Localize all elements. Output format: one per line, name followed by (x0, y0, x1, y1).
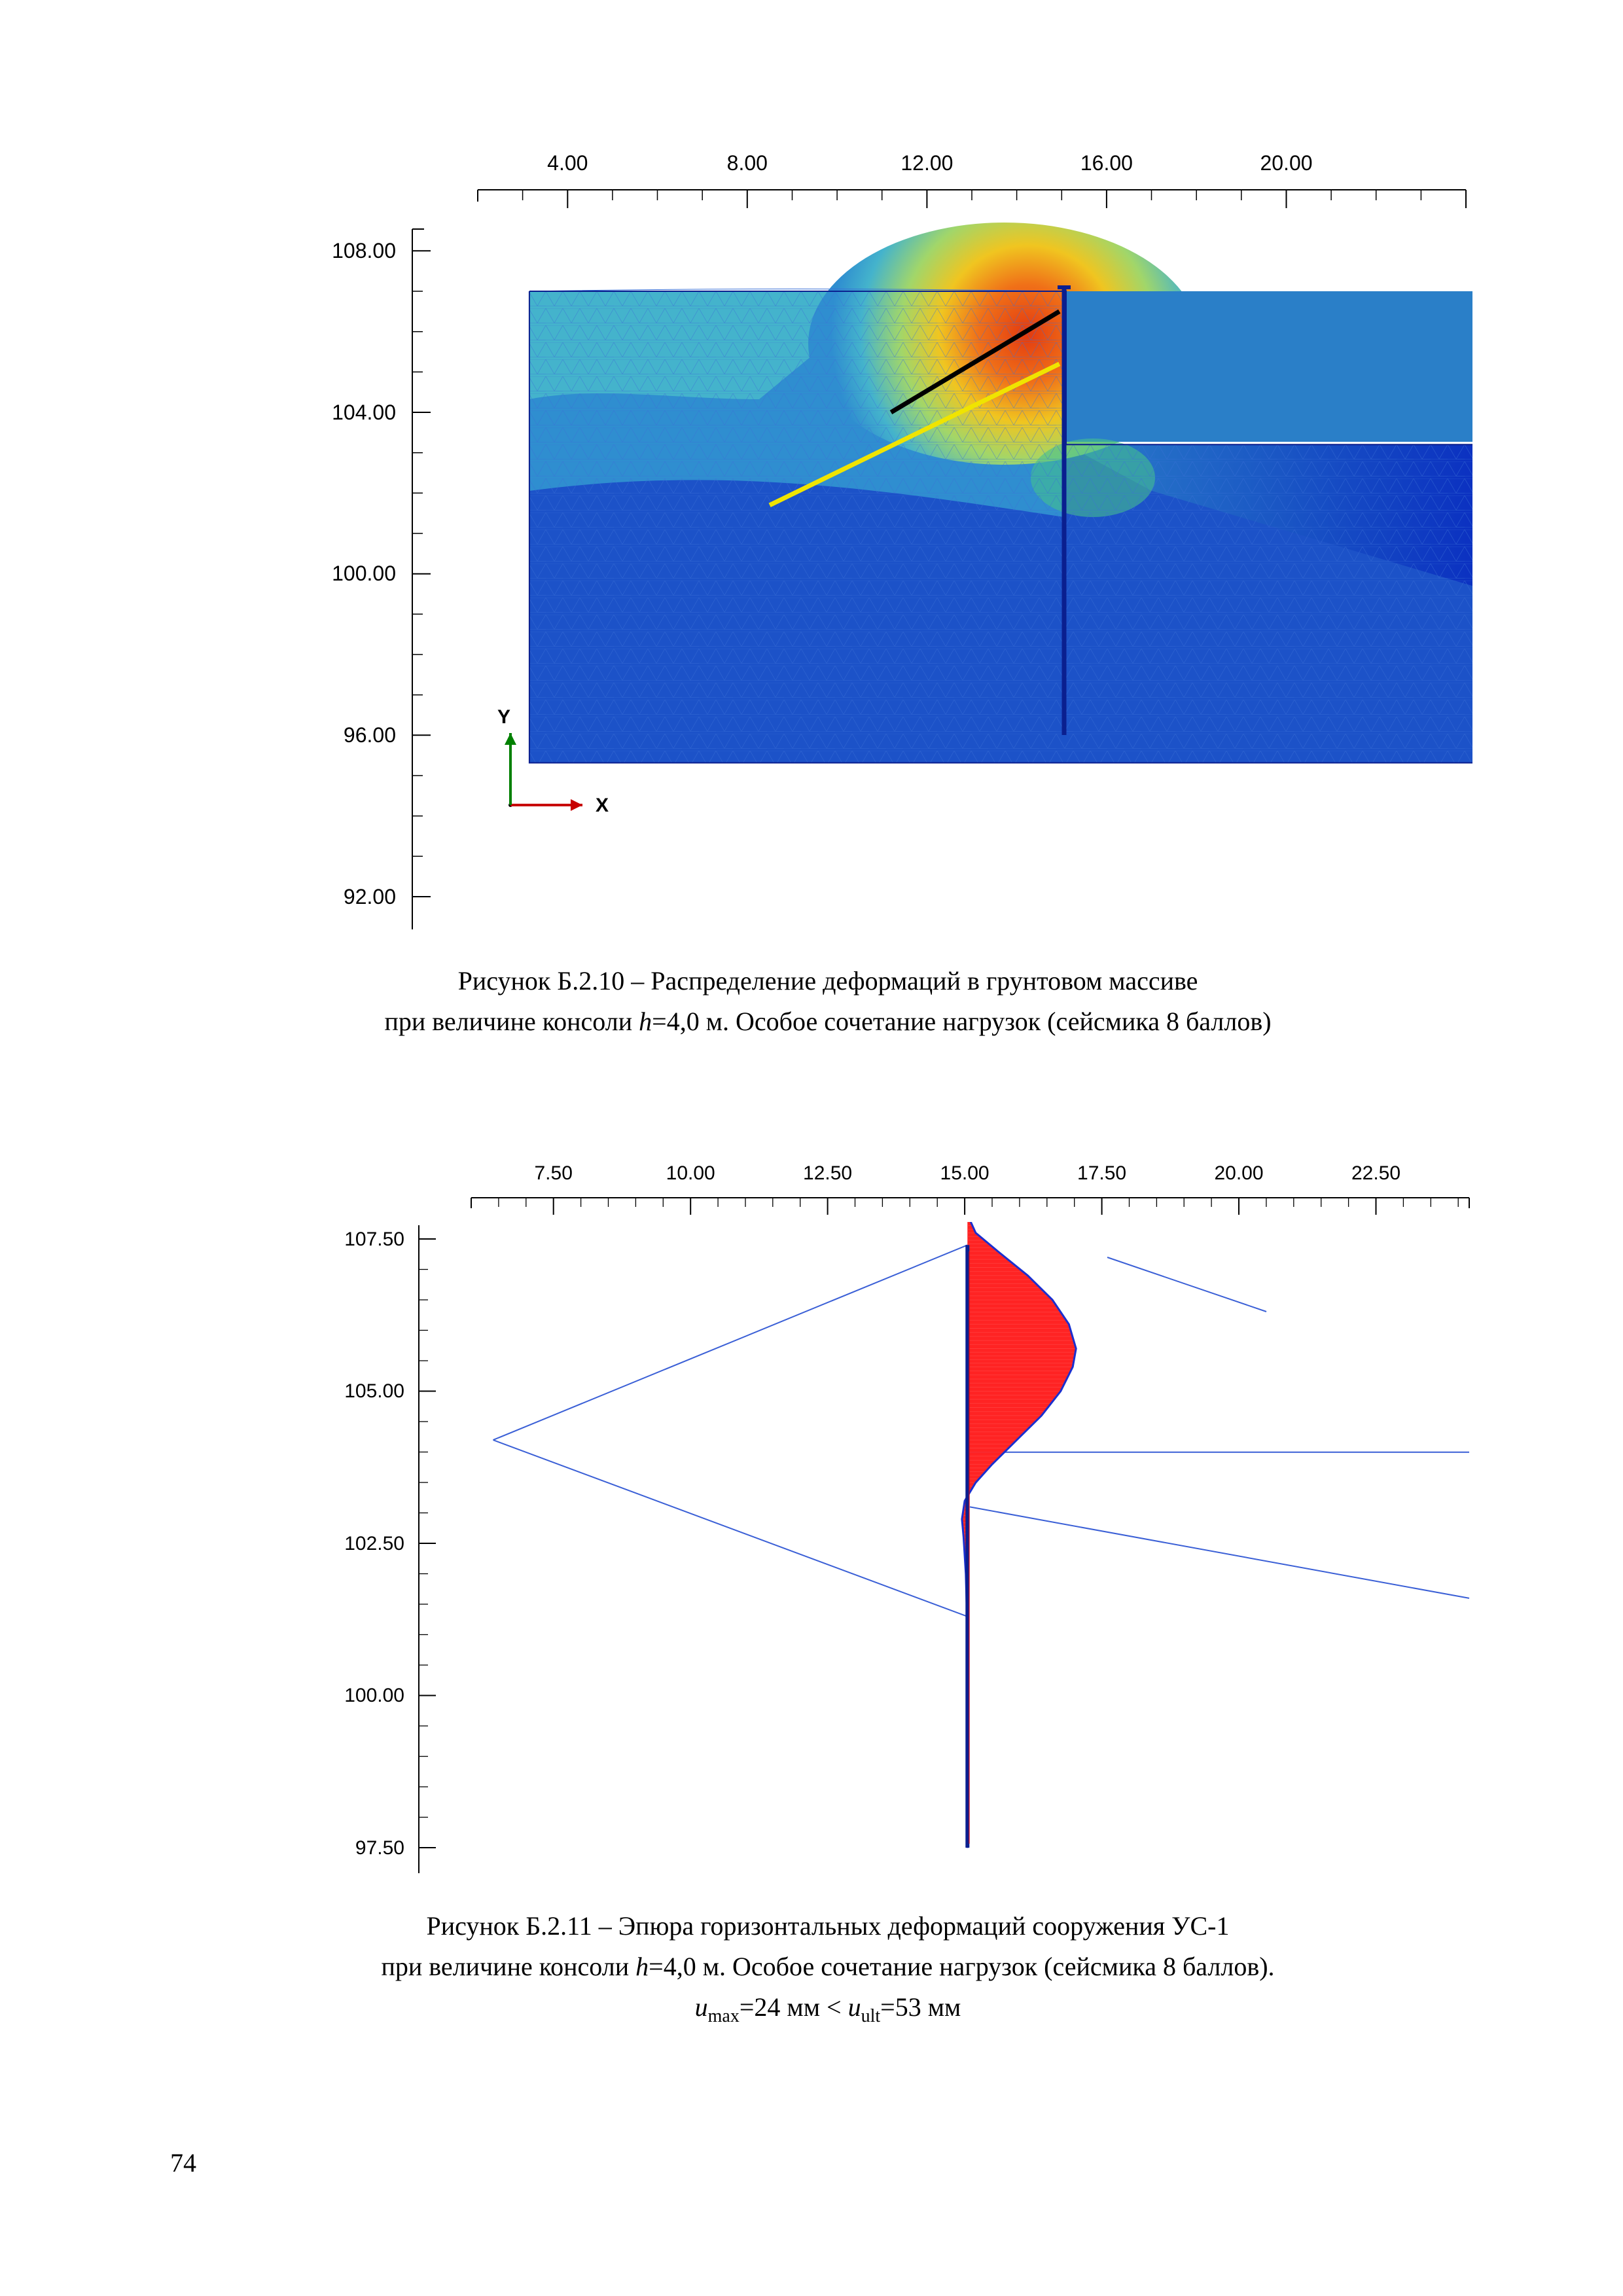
caption-sub: ult (861, 2006, 881, 2026)
y-tick-label: 97.50 (355, 1837, 404, 1859)
x-tick-label: 12.00 (901, 151, 953, 175)
caption-var-u: u (695, 1992, 708, 2022)
y-tick-label: 92.00 (344, 885, 396, 908)
caption-line: =4,0 м. Особое сочетание нагрузок (сейсм… (652, 1007, 1271, 1036)
page-number: 74 (170, 2147, 196, 2178)
caption-line: при величине консоли (381, 1952, 635, 1981)
figure-b-2-10-caption: Рисунок Б.2.10 – Распределение деформаци… (206, 961, 1450, 1042)
x-tick-label: 10.00 (666, 1162, 715, 1184)
figure-b-2-11-caption: Рисунок Б.2.11 – Эпюра горизонтальных де… (206, 1906, 1450, 2030)
x-tick-label: 20.00 (1260, 151, 1312, 175)
x-tick-label: 4.00 (547, 151, 588, 175)
x-tick-label: 22.50 (1351, 1162, 1400, 1184)
y-tick-label: 100.00 (344, 1685, 404, 1706)
page: 4.00 8.00 12.00 16.00 20.00 (0, 0, 1623, 2296)
x-axis-top: 4.00 8.00 12.00 16.00 20.00 (478, 151, 1466, 208)
moment-plot (493, 1215, 1470, 1848)
y-tick-label: 108.00 (332, 239, 396, 262)
x-tick-label: 20.00 (1214, 1162, 1263, 1184)
caption-line: при величине консоли (384, 1007, 639, 1036)
y-tick-label: 105.00 (344, 1380, 404, 1402)
y-tick-label: 104.00 (332, 401, 396, 424)
y-axis-left-2: 107.50 105.00 102.50 100.00 97.50 (344, 1225, 436, 1873)
caption-sub: max (708, 2006, 740, 2026)
axis-label-y: Y (497, 706, 510, 728)
caption-var-h: h (635, 1952, 649, 1981)
caption-line: =4,0 м. Особое сочетание нагрузок (сейсм… (649, 1952, 1274, 1981)
x-tick-label: 7.50 (535, 1162, 573, 1184)
caption-line: Рисунок Б.2.11 – Эпюра горизонтальных де… (426, 1911, 1229, 1941)
x-tick-label: 12.50 (803, 1162, 852, 1184)
contour-plot (529, 223, 1479, 763)
caption-line: Рисунок Б.2.10 – Распределение деформаци… (458, 966, 1198, 996)
y-tick-label: 96.00 (344, 723, 396, 747)
x-tick-label: 16.00 (1080, 151, 1133, 175)
figure-b-2-11-svg: 7.50 10.00 12.50 15.00 17.50 20.00 22.50 (170, 1114, 1479, 1899)
moment-epure (962, 1215, 1076, 1848)
x-tick-label: 17.50 (1077, 1162, 1126, 1184)
caption-var-u: u (848, 1992, 861, 2022)
caption-line: =53 мм (880, 1992, 961, 2022)
x-tick-label: 8.00 (727, 151, 768, 175)
x-tick-label: 15.00 (940, 1162, 990, 1184)
y-tick-label: 102.50 (344, 1533, 404, 1554)
axis-label-x: X (596, 795, 609, 816)
caption-var-h: h (639, 1007, 652, 1036)
caption-line: =24 мм < (740, 1992, 848, 2022)
figure-b-2-11: 7.50 10.00 12.50 15.00 17.50 20.00 22.50 (170, 1114, 1486, 2030)
figure-b-2-10-svg: 4.00 8.00 12.00 16.00 20.00 (170, 124, 1479, 949)
figure-b-2-10: 4.00 8.00 12.00 16.00 20.00 (170, 124, 1486, 1042)
y-tick-label: 107.50 (344, 1229, 404, 1250)
y-axis-left: 108.00 104.00 100.00 96.00 92.00 (332, 229, 431, 929)
x-axis-top-2: 7.50 10.00 12.50 15.00 17.50 20.00 22.50 (471, 1162, 1469, 1215)
y-tick-label: 100.00 (332, 562, 396, 585)
